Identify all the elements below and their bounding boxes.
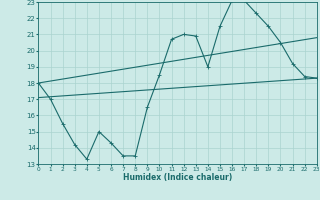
X-axis label: Humidex (Indice chaleur): Humidex (Indice chaleur) <box>123 173 232 182</box>
